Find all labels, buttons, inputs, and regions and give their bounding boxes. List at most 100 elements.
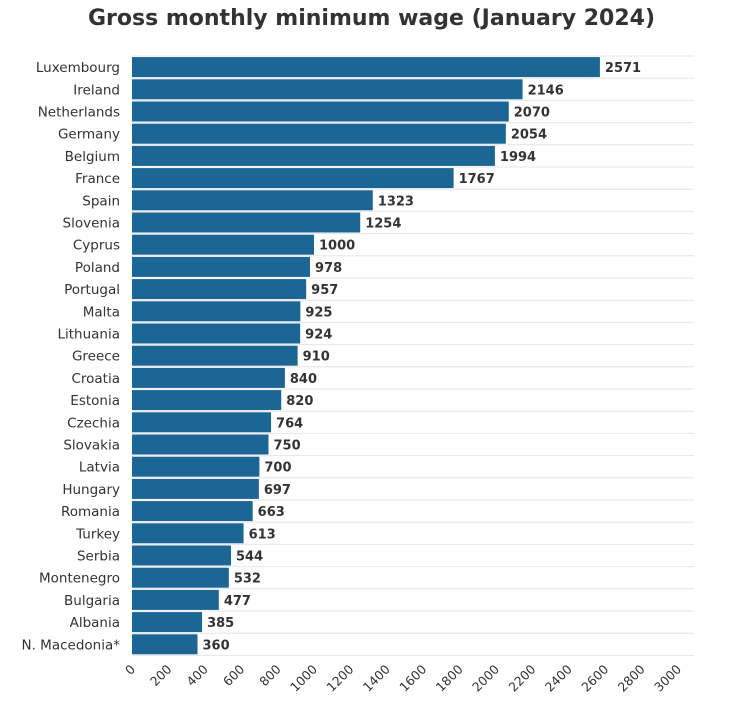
category-labels: Luxembourg Ireland Netherlands Germany Belgi… [22,60,121,653]
bar [132,256,310,277]
data-label: 544 [236,550,263,565]
bar [132,79,523,100]
chart-title: Gross monthly minimum wage (January 2024… [87,6,655,31]
x-tick-label: 1800 [433,661,466,694]
bar [132,301,301,322]
data-label: 613 [249,527,276,542]
category-label: Lithuania [57,327,120,343]
category-label: Montenegro [39,571,120,587]
data-label: 1254 [365,217,401,232]
data-label: 820 [286,394,313,409]
bar [132,523,244,544]
bar [132,145,495,166]
category-label: Latvia [79,460,120,476]
x-tick-label: 2800 [615,661,648,694]
x-tick-label: 0 [122,661,138,677]
category-label: Romania [61,504,120,520]
data-label: 663 [258,505,285,520]
data-label: 2146 [528,83,564,98]
category-label: Belgium [65,149,120,165]
data-label: 1767 [459,172,495,187]
category-label: Malta [83,304,120,320]
bar [132,456,260,477]
x-tick-label: 200 [147,661,175,689]
data-label: 700 [264,461,291,476]
bar [132,545,232,566]
category-label: Albania [70,615,120,631]
data-label: 1323 [378,194,414,209]
category-label: Luxembourg [36,60,120,76]
data-label: 1000 [319,239,355,254]
x-tick-label: 400 [183,661,211,689]
x-tick-label: 1400 [360,661,393,694]
category-label: Netherlands [38,105,120,121]
category-label: Hungary [62,482,120,498]
bar [132,168,454,189]
bar [132,434,269,455]
bar [132,589,219,610]
bar [132,234,314,255]
category-label: Serbia [77,549,120,565]
category-label: Greece [72,349,120,365]
x-tick-label: 3000 [651,661,684,694]
x-tick-label: 1200 [323,661,356,694]
bar [132,501,253,522]
category-label: Bulgaria [64,593,120,609]
data-labels: 2571 2146 2070 2054 1994 1767 1323 1254 1000 978 9… [203,61,642,653]
category-label: N. Macedonia* [22,637,121,653]
category-label: Cyprus [73,238,120,254]
bar [132,190,373,211]
data-label: 477 [224,594,251,609]
x-tick-label: 2200 [505,661,538,694]
bar [132,367,285,388]
x-tick-label: 2400 [542,661,575,694]
category-label: Croatia [71,371,120,387]
bars [132,57,600,655]
category-label: Germany [58,127,120,143]
data-label: 2054 [511,128,547,143]
x-axis-tick-labels: 0 200 400 600 800 1000 1200 1400 1600 1800 2000 220… [122,661,684,694]
bar [132,612,203,633]
category-label: Turkey [75,526,120,542]
category-label: Portugal [64,282,120,298]
category-label: Spain [82,193,120,209]
category-label: Czechia [67,415,120,431]
bar [132,279,307,300]
data-label: 924 [305,328,332,343]
bar [132,57,600,78]
category-label: Slovenia [63,216,120,232]
bar [132,567,229,588]
data-label: 2571 [605,61,641,76]
bar [132,412,272,433]
data-label: 532 [234,572,261,587]
data-label: 1994 [500,150,536,165]
category-label: Estonia [70,393,120,409]
data-label: 925 [305,305,332,320]
x-tick-label: 800 [256,661,284,689]
bar [132,101,509,122]
x-tick-label: 600 [220,661,248,689]
bar [132,345,298,366]
category-label: Ireland [73,82,120,98]
bar [132,390,282,411]
category-label: Slovakia [63,438,120,454]
data-label: 840 [290,372,317,387]
data-label: 764 [276,416,303,431]
bar [132,634,198,655]
bar [132,323,301,344]
data-label: 957 [311,283,338,298]
data-label: 385 [207,616,234,631]
data-label: 697 [264,483,291,498]
bar [132,212,361,233]
bar [132,478,259,499]
data-label: 2070 [514,106,550,121]
data-label: 360 [203,638,230,653]
data-label: 910 [303,350,330,365]
x-tick-label: 1000 [287,661,320,694]
x-tick-label: 2600 [578,661,611,694]
data-label: 750 [274,439,301,454]
bar [132,123,506,144]
x-tick-label: 2000 [469,661,502,694]
